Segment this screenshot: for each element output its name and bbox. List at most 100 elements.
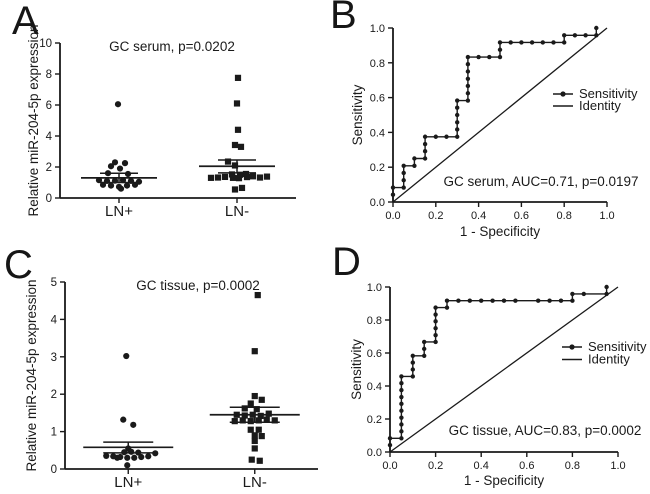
roc-point	[444, 134, 449, 139]
roc-point	[529, 40, 535, 45]
roc-point	[399, 408, 404, 413]
y-axis-title: Sensitivity	[350, 84, 365, 145]
roc-point	[433, 134, 438, 139]
roc-point	[410, 360, 415, 365]
data-point	[247, 426, 254, 433]
roc-point	[422, 148, 428, 154]
data-point	[231, 186, 239, 193]
data-point	[265, 410, 272, 417]
data-point	[145, 453, 152, 460]
roc-point	[412, 156, 417, 161]
data-point	[251, 432, 258, 439]
data-point	[248, 456, 255, 463]
x-tick-label: 0.8	[565, 460, 580, 472]
x-tick-label: 1.0	[610, 460, 625, 472]
roc-point	[465, 54, 471, 60]
data-point	[256, 174, 264, 181]
data-point	[228, 171, 236, 178]
data-point	[255, 417, 262, 424]
data-point	[238, 184, 246, 192]
data-point	[239, 417, 246, 424]
data-point	[123, 352, 130, 360]
roc-point	[547, 298, 552, 303]
data-point	[235, 175, 243, 182]
roc-point	[465, 69, 471, 74]
data-point	[120, 416, 127, 423]
data-point	[138, 453, 145, 461]
roc-point	[456, 298, 461, 303]
panel-d: D 0.0 0.2 0.4 0.6 0.8 1.0 0.0 0.2 0.4 0.6 0.8 1.0 1 …	[325, 242, 650, 494]
roc-markers	[390, 25, 599, 197]
legend-label: Sensitivity	[579, 86, 638, 101]
data-point	[255, 426, 262, 433]
roc-point	[562, 33, 567, 38]
roc-point	[479, 298, 484, 303]
panel-b: B 0.0 0.2 0.4 0.6 0.8 1.0 0.0 0.2 0.4 0.6 0.8 1.0 1 …	[325, 0, 650, 247]
roc-point	[558, 298, 564, 303]
data-point	[207, 174, 215, 181]
legend-label: Sensitivity	[588, 339, 647, 354]
roc-point	[594, 33, 599, 38]
roc-point	[497, 40, 503, 45]
roc-point	[604, 284, 609, 290]
y-tick-label: 0.8	[370, 58, 385, 70]
panel-letter-d: D	[332, 240, 361, 284]
roc-point	[422, 353, 427, 359]
data-point	[124, 462, 131, 469]
roc-point	[604, 291, 609, 297]
roc-point	[422, 141, 428, 147]
legend-dot-swatch	[569, 344, 575, 350]
roc-point	[433, 305, 438, 310]
roc-point	[390, 185, 396, 190]
scatter-chart-gc-tissue: 0 1 2 3 4 5 Relative miR-204-5p expression GC t…	[24, 277, 318, 491]
roc-point	[572, 33, 578, 38]
y-axis-title: Sensitivity	[349, 339, 364, 400]
data-point	[247, 418, 254, 425]
roc-point	[433, 319, 438, 324]
roc-point	[444, 305, 450, 310]
data-point	[256, 457, 263, 464]
roc-chart-gc-serum: 0.0 0.2 0.4 0.6 0.8 1.0 0.0 0.2 0.4 0.6 0.8 1.0 1 - …	[350, 23, 639, 239]
roc-point	[387, 442, 393, 448]
category-label: LN+	[105, 203, 133, 220]
x-axis-title: 1 - Specificity	[460, 224, 541, 239]
data-point	[131, 454, 138, 461]
x-tick-label: 0.6	[519, 460, 534, 472]
roc-point	[536, 298, 541, 303]
mean-sem-bars	[81, 172, 157, 184]
x-tick-label: 0.2	[428, 460, 443, 472]
roc-point	[422, 134, 428, 139]
roc-point	[433, 326, 438, 331]
roc-point	[401, 163, 406, 169]
data-point	[117, 453, 124, 461]
points-group	[207, 74, 271, 193]
data-point	[231, 141, 239, 149]
data-point	[236, 171, 244, 178]
mean-sem-bars	[209, 406, 300, 423]
roc-point	[422, 339, 427, 345]
roc-point	[399, 380, 404, 386]
roc-point	[562, 40, 567, 45]
roc-point	[519, 40, 524, 45]
data-point	[258, 396, 265, 403]
panel-c: C 0 1 2 3 4 5 Relative miR-204-5p expression GC…	[0, 243, 325, 494]
x-tick-label: 0.6	[514, 210, 529, 222]
panel-letter-c: C	[4, 243, 33, 287]
data-point	[123, 182, 131, 189]
category-label: LN-	[243, 474, 267, 491]
roc-point	[401, 185, 406, 190]
data-point	[111, 159, 119, 166]
data-point	[152, 450, 159, 457]
mean-sem-bars	[83, 441, 174, 454]
roc-markers	[387, 284, 609, 448]
roc-point	[422, 156, 428, 161]
roc-point	[455, 98, 460, 103]
roc-point	[581, 291, 586, 297]
roc-point	[422, 346, 427, 352]
data-point	[124, 170, 132, 178]
y-tick-label: 2	[46, 162, 52, 174]
data-point	[254, 291, 261, 299]
identity-line	[392, 27, 608, 203]
